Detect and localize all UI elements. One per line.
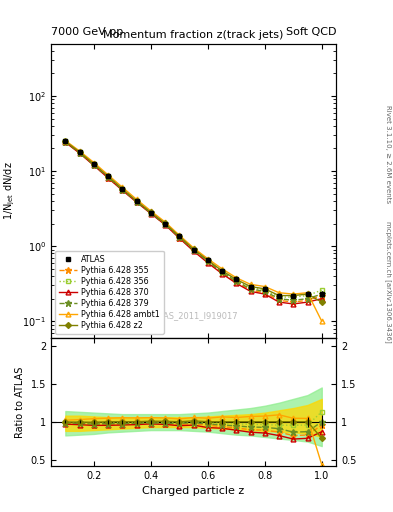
Y-axis label: Ratio to ATLAS: Ratio to ATLAS (15, 366, 25, 438)
Title: Momentum fraction z(track jets): Momentum fraction z(track jets) (103, 30, 284, 40)
Text: Rivet 3.1.10, ≥ 2.6M events: Rivet 3.1.10, ≥ 2.6M events (385, 104, 391, 203)
Text: Soft QCD: Soft QCD (286, 27, 336, 37)
Legend: ATLAS, Pythia 6.428 355, Pythia 6.428 356, Pythia 6.428 370, Pythia 6.428 379, P: ATLAS, Pythia 6.428 355, Pythia 6.428 35… (55, 251, 163, 334)
Text: mcplots.cern.ch [arXiv:1306.3436]: mcplots.cern.ch [arXiv:1306.3436] (385, 221, 392, 343)
X-axis label: Charged particle z: Charged particle z (142, 486, 245, 496)
Y-axis label: $\mathregular{1/N_{jet}\ dN/dz}$: $\mathregular{1/N_{jet}\ dN/dz}$ (2, 161, 17, 220)
Text: ATLAS_2011_I919017: ATLAS_2011_I919017 (149, 311, 239, 321)
Text: 7000 GeV pp: 7000 GeV pp (51, 27, 123, 37)
